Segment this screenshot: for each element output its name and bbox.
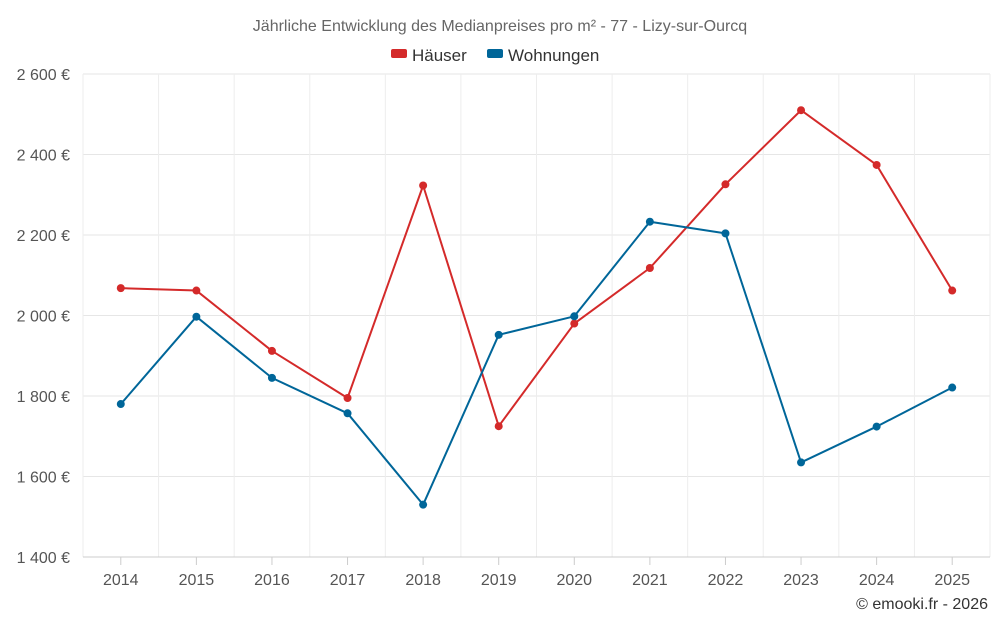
data-point[interactable] bbox=[948, 383, 957, 392]
y-tick-label: 2 200 € bbox=[17, 228, 70, 245]
legend-label: Häuser bbox=[412, 46, 467, 65]
data-point[interactable] bbox=[494, 422, 503, 431]
y-tick-label: 1 800 € bbox=[17, 389, 70, 406]
y-tick-label: 1 400 € bbox=[17, 550, 70, 567]
data-point[interactable] bbox=[116, 284, 125, 293]
data-point[interactable] bbox=[570, 312, 579, 321]
data-point[interactable] bbox=[872, 422, 881, 431]
data-point[interactable] bbox=[797, 458, 806, 467]
data-point[interactable] bbox=[721, 180, 730, 189]
legend-swatch bbox=[391, 49, 407, 58]
data-point[interactable] bbox=[419, 181, 428, 190]
data-point[interactable] bbox=[116, 400, 125, 409]
x-tick-label: 2025 bbox=[934, 572, 970, 589]
legend-swatch bbox=[487, 49, 503, 58]
data-point[interactable] bbox=[797, 106, 806, 115]
credit-text: © emooki.fr - 2026 bbox=[856, 596, 988, 613]
x-tick-label: 2018 bbox=[405, 572, 441, 589]
x-tick-label: 2015 bbox=[179, 572, 215, 589]
y-tick-label: 1 600 € bbox=[17, 470, 70, 487]
data-point[interactable] bbox=[721, 229, 730, 238]
data-point[interactable] bbox=[192, 286, 201, 295]
data-point[interactable] bbox=[494, 330, 503, 339]
data-point[interactable] bbox=[419, 500, 428, 509]
y-tick-label: 2 600 € bbox=[17, 67, 70, 84]
x-tick-label: 2019 bbox=[481, 572, 517, 589]
data-point[interactable] bbox=[343, 409, 352, 418]
legend-item-0[interactable]: Häuser bbox=[391, 46, 467, 65]
data-point[interactable] bbox=[192, 312, 201, 321]
y-tick-label: 2 000 € bbox=[17, 309, 70, 326]
y-tick-label: 2 400 € bbox=[17, 148, 70, 165]
data-point[interactable] bbox=[645, 264, 654, 273]
chart-title: Jährliche Entwicklung des Medianpreises … bbox=[253, 18, 747, 35]
x-tick-label: 2022 bbox=[708, 572, 744, 589]
data-point[interactable] bbox=[872, 160, 881, 169]
series-line-0 bbox=[120, 109, 954, 428]
x-tick-label: 2017 bbox=[330, 572, 366, 589]
data-point[interactable] bbox=[645, 217, 654, 226]
axes: 1 400 € 1 600 € 1 800 € 2 000 € 2 200 € 2 400… bbox=[17, 67, 990, 589]
data-point[interactable] bbox=[570, 319, 579, 328]
x-tick-label: 2023 bbox=[783, 572, 819, 589]
data-point[interactable] bbox=[948, 286, 957, 295]
x-tick-label: 2024 bbox=[859, 572, 895, 589]
x-tick-label: 2020 bbox=[556, 572, 592, 589]
data-point[interactable] bbox=[267, 346, 276, 355]
legend-label: Wohnungen bbox=[508, 46, 599, 65]
legend-item-1[interactable]: Wohnungen bbox=[487, 46, 599, 65]
legend[interactable]: Häuser Wohnungen bbox=[391, 46, 599, 65]
x-tick-label: 2014 bbox=[103, 572, 139, 589]
data-point[interactable] bbox=[267, 373, 276, 382]
grid bbox=[82, 73, 991, 558]
series-line-1 bbox=[120, 220, 953, 506]
x-tick-label: 2021 bbox=[632, 572, 668, 589]
data-point[interactable] bbox=[343, 394, 352, 403]
series-layer bbox=[116, 106, 957, 509]
x-tick-label: 2016 bbox=[254, 572, 290, 589]
